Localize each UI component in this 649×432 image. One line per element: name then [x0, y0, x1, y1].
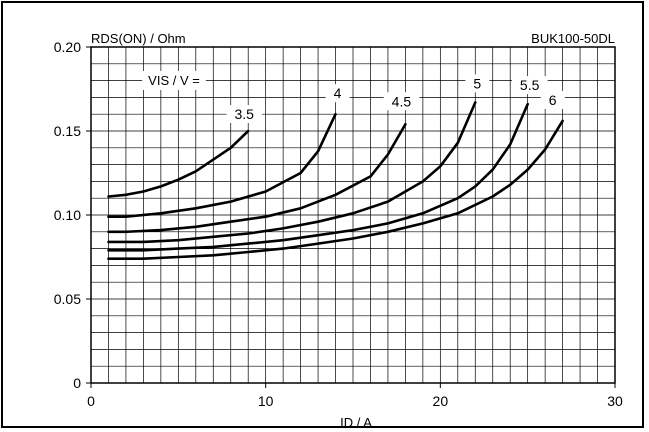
series-line-4	[107, 112, 337, 218]
series-label-4.5: 4.5	[392, 93, 412, 109]
series-line-6	[107, 119, 564, 261]
series-label-background	[465, 74, 490, 93]
series-line-3.5	[107, 129, 250, 198]
series-label-5.5: 5.5	[520, 77, 540, 93]
y-tick-label: 0.05	[54, 291, 81, 307]
x-tick-label: 10	[258, 393, 274, 409]
series-line-4.5	[107, 123, 407, 234]
series-label-6: 6	[549, 92, 557, 108]
series-line-5.5	[107, 102, 530, 252]
y-tick-label: 0.15	[54, 123, 81, 139]
series-label-background	[511, 76, 548, 95]
series-label-3.5: 3.5	[234, 106, 254, 122]
x-axis-label: ID / A	[340, 415, 372, 430]
curves-layer	[107, 101, 564, 261]
series-label-background	[540, 90, 565, 109]
y-tick-label: 0	[73, 375, 81, 391]
series-line-5	[107, 101, 477, 244]
x-tick-label: 0	[87, 393, 95, 409]
series-label-5: 5	[473, 75, 481, 91]
series-label-4: 4	[334, 85, 342, 101]
y-axis-label: RDS(ON) / Ohm	[91, 31, 186, 46]
y-tick-label: 0.20	[54, 39, 81, 55]
legend-title: VIS / V =	[148, 73, 200, 88]
series-label-background	[383, 92, 420, 111]
series-label-background	[325, 84, 350, 103]
x-tick-label: 30	[607, 393, 623, 409]
legend-title-background	[142, 71, 206, 90]
x-tick-label: 20	[433, 393, 449, 409]
device-label: BUK100-50DL	[531, 31, 615, 46]
y-tick-label: 0.10	[54, 207, 81, 223]
labels-layer: 0 10 20 30 0 0.05 0.10 0.15 0.20 VIS / V = 3.5 4 4.5…	[54, 39, 623, 409]
grid-lines	[91, 47, 615, 383]
series-label-background	[226, 105, 263, 123]
